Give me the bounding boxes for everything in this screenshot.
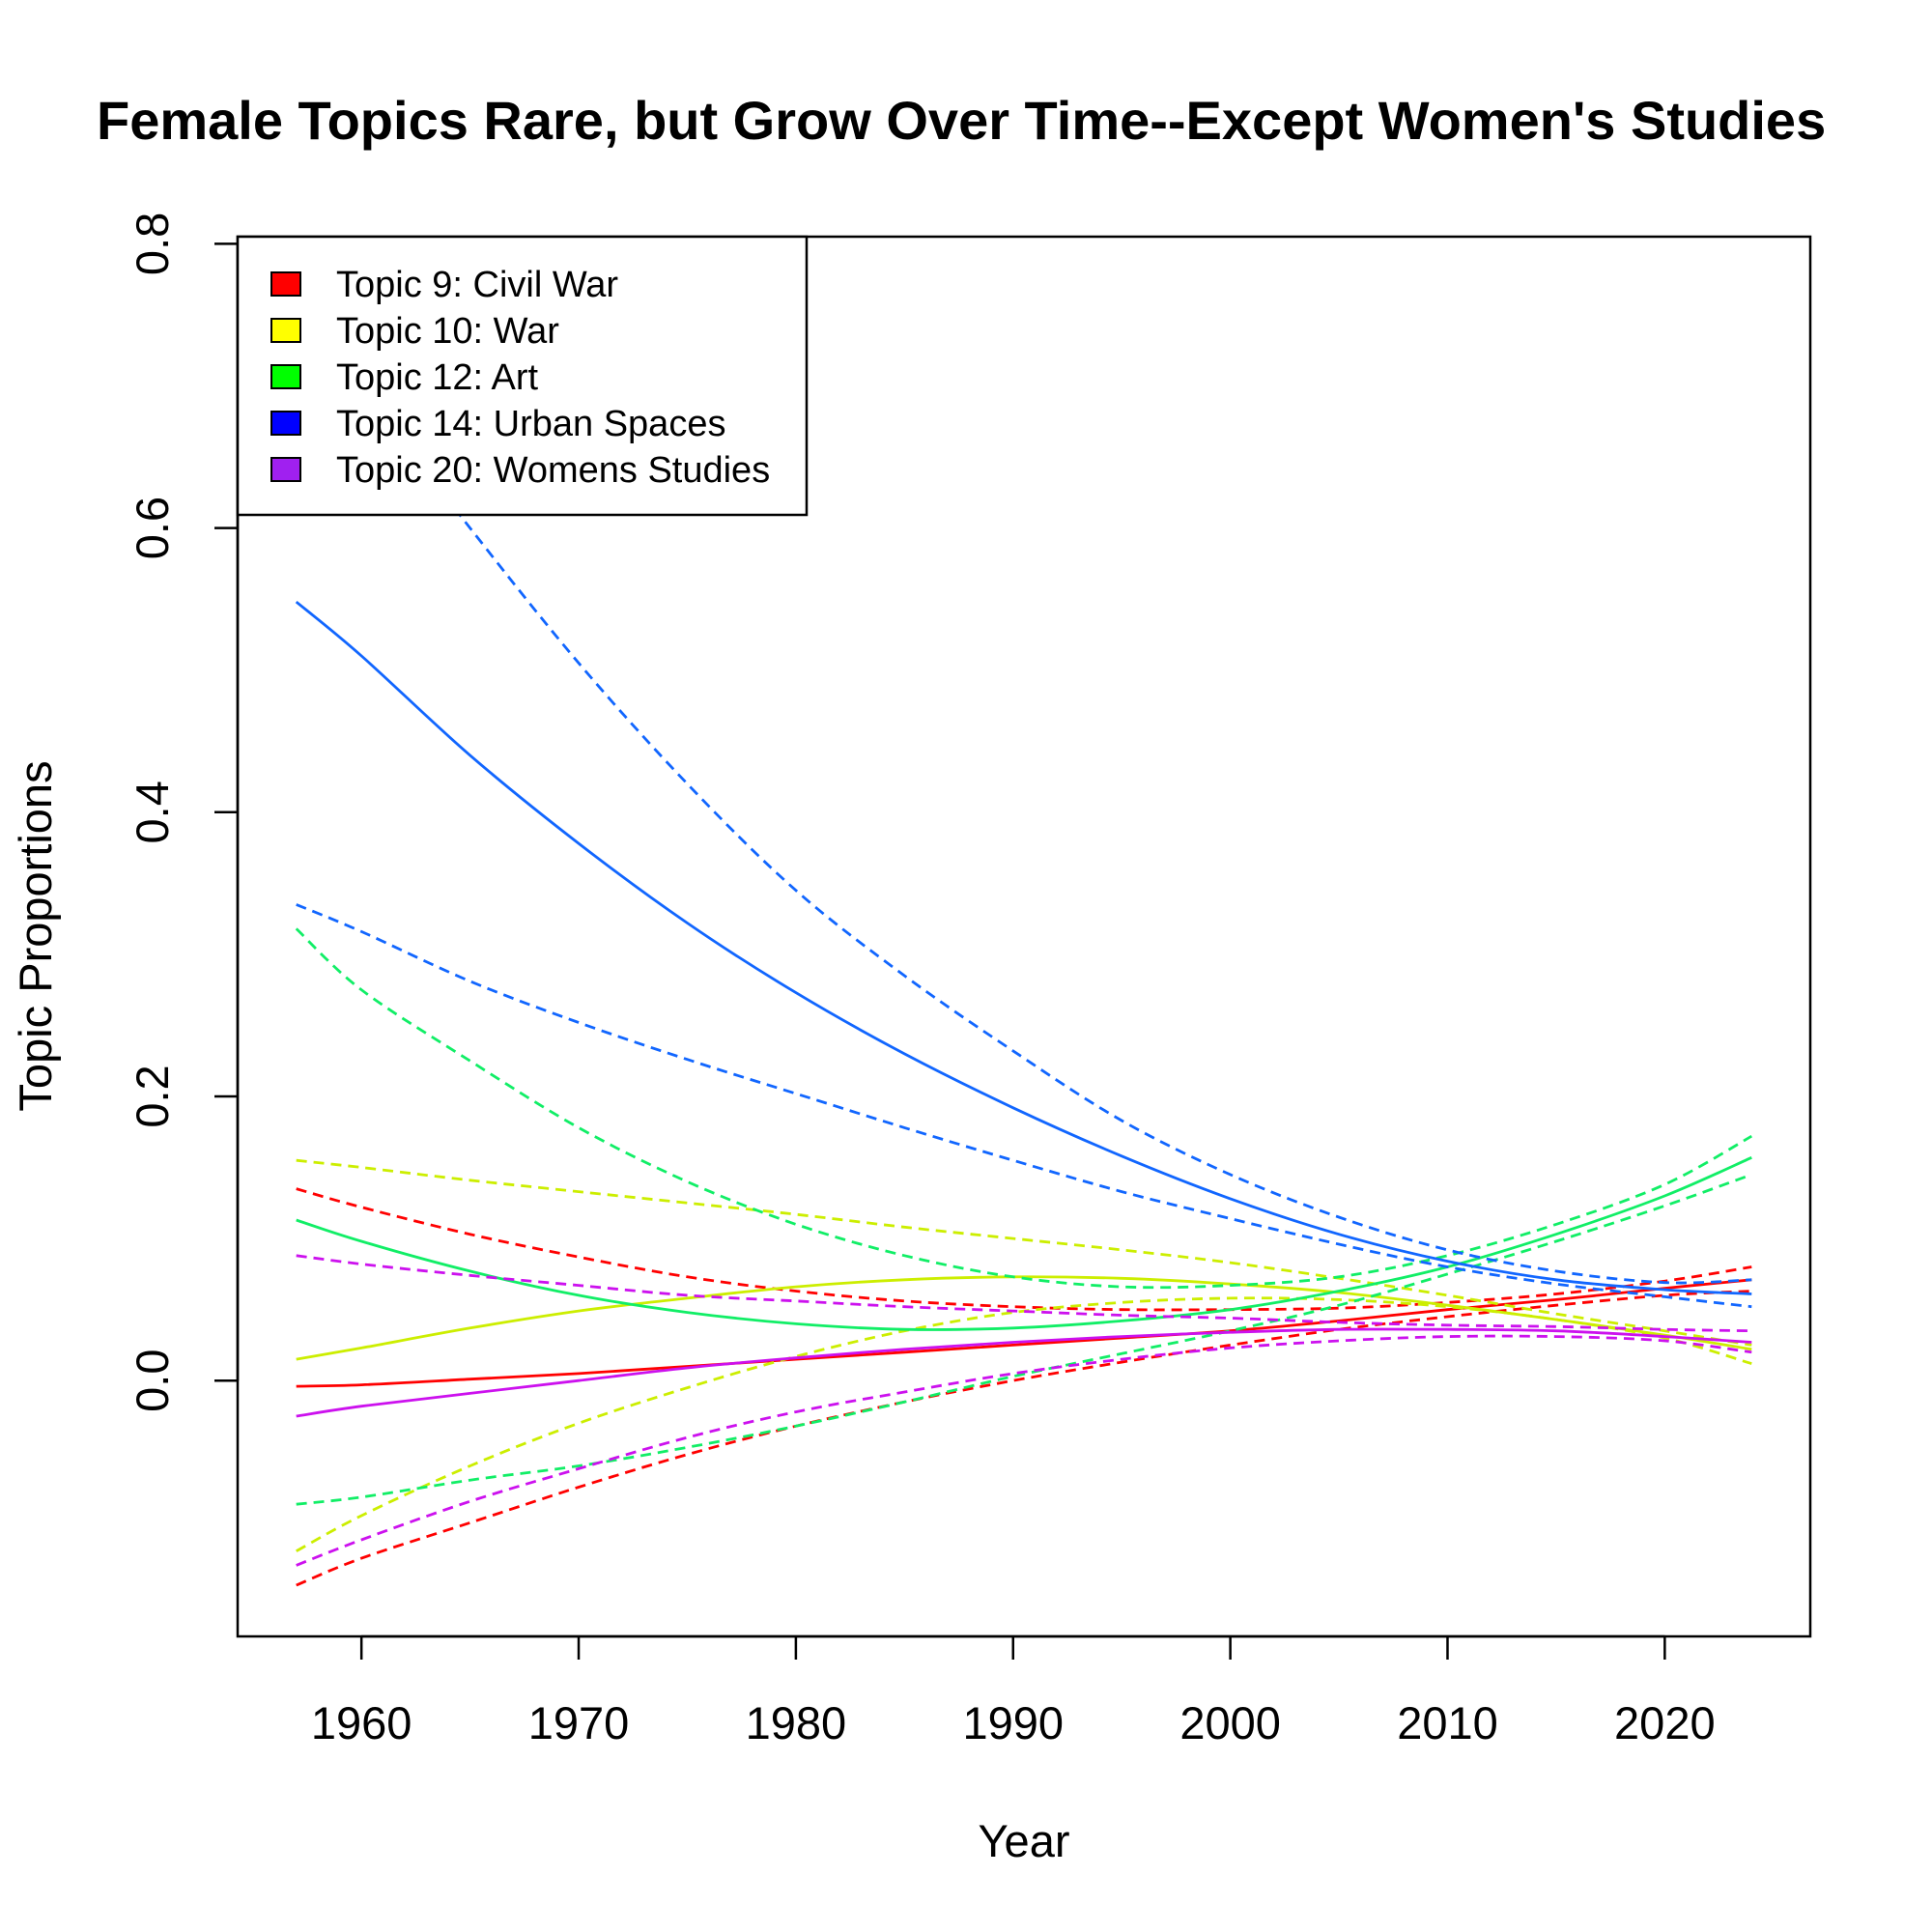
series-0-estimate-line — [296, 1278, 1752, 1388]
y-tick-label: 0.4 — [127, 781, 178, 843]
legend-label: Topic 10: War — [336, 311, 559, 352]
chart-title: Female Topics Rare, but Grow Over Time--… — [97, 90, 1826, 151]
y-tick-label: 0.2 — [127, 1065, 178, 1127]
series-2-lower-bound-line — [296, 1173, 1752, 1506]
series-3-estimate-line — [295, 601, 1752, 1295]
legend-item: Topic 9: Civil War — [270, 265, 618, 305]
legend: Topic 9: Civil War Topic 10: War Topic 12:… — [236, 235, 809, 517]
x-tick-label: 1990 — [962, 1697, 1064, 1748]
x-tick-label: 1980 — [746, 1697, 847, 1748]
legend-swatch — [270, 457, 301, 482]
legend-swatch — [270, 318, 301, 343]
series-3-upper-bound-line — [295, 299, 1752, 1285]
legend-label: Topic 20: Womens Studies — [336, 450, 770, 491]
x-tick-label: 1970 — [528, 1697, 630, 1748]
series-lines — [295, 299, 1752, 1587]
series-0-upper-bound-line — [296, 1187, 1752, 1312]
series-2-estimate-line — [296, 1156, 1752, 1331]
x-axis-label: Year — [979, 1815, 1070, 1866]
y-tick-label: 0.8 — [127, 213, 178, 275]
y-axis-label: Topic Proportions — [10, 760, 61, 1111]
legend-swatch — [270, 364, 301, 389]
legend-label: Topic 12: Art — [336, 357, 539, 398]
legend-swatch — [270, 411, 301, 436]
x-axis: 1960 1970 1980 1990 2000 2010 2020 — [311, 1634, 1716, 1748]
legend-items: Topic 9: Civil War Topic 10: War Topic 12:… — [270, 265, 770, 491]
x-tick-label: 1960 — [311, 1697, 412, 1748]
series-1-estimate-line — [296, 1275, 1752, 1361]
legend-label: Topic 14: Urban Spaces — [336, 404, 725, 444]
series-2-upper-bound-line — [295, 927, 1752, 1290]
series-4-upper-bound-line — [296, 1254, 1752, 1333]
legend-box — [236, 235, 809, 517]
legend-item: Topic 20: Womens Studies — [270, 450, 770, 491]
legend-item: Topic 10: War — [270, 311, 559, 352]
series-4-lower-bound-line — [296, 1334, 1752, 1567]
x-tick-label: 2010 — [1397, 1697, 1498, 1748]
series-0-lower-bound-line — [296, 1290, 1752, 1587]
legend-item: Topic 12: Art — [270, 357, 539, 398]
series-1-upper-bound-line — [296, 1158, 1752, 1347]
y-axis: 0.0 0.2 0.4 0.6 0.8 — [127, 213, 240, 1412]
legend-label: Topic 9: Civil War — [336, 265, 618, 305]
legend-item: Topic 14: Urban Spaces — [270, 404, 725, 444]
y-tick-label: 0.0 — [127, 1350, 178, 1412]
series-4-estimate-line — [296, 1327, 1752, 1418]
legend-swatch — [270, 271, 301, 297]
y-tick-label: 0.6 — [127, 497, 178, 559]
series-1-lower-bound-line — [296, 1296, 1752, 1552]
series-3-lower-bound-line — [296, 903, 1752, 1309]
x-tick-label: 2020 — [1614, 1697, 1716, 1748]
x-tick-label: 2000 — [1179, 1697, 1281, 1748]
